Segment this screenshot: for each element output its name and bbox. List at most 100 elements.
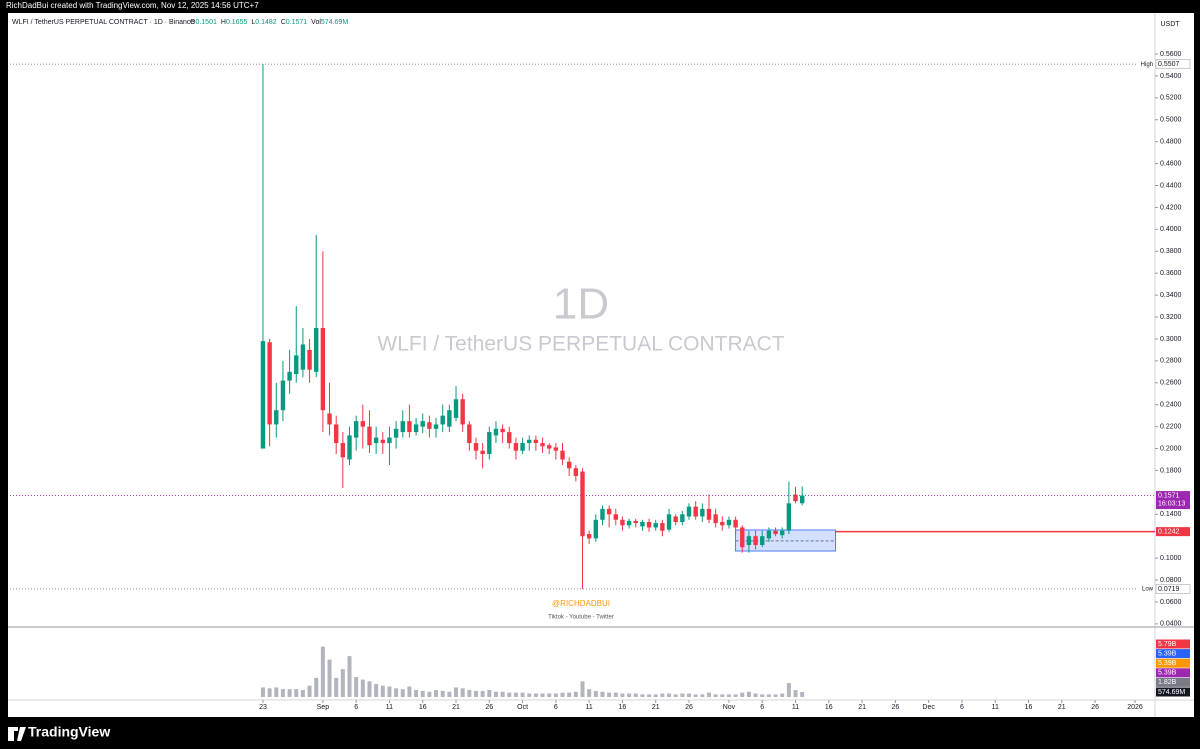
candle-body <box>527 439 532 444</box>
x-tick-label: Nov <box>723 704 736 711</box>
volume-bar <box>460 688 465 697</box>
candle-body <box>373 437 379 444</box>
candle-body <box>686 506 692 517</box>
price-line-tag: High <box>1141 62 1153 68</box>
volume-bar <box>673 694 678 697</box>
countdown: 16:03:13 <box>1158 500 1185 507</box>
y-tick-label: 0.4200 <box>1160 204 1182 211</box>
x-tick-label: 11 <box>386 704 393 711</box>
ohlc-key: C <box>281 19 286 26</box>
candle-body <box>586 534 592 539</box>
x-tick-label: 11 <box>992 704 999 711</box>
volume-badge-label: 5.39B <box>1158 660 1177 667</box>
candle-body <box>793 494 798 502</box>
y-tick-label: 0.1800 <box>1160 467 1182 474</box>
volume-bar <box>600 691 605 697</box>
x-tick-label: 21 <box>652 704 660 711</box>
price-badge <box>1156 527 1190 537</box>
credit: RichDadBui created with TradingView.com,… <box>6 1 259 10</box>
candle-body <box>520 443 525 451</box>
logo: TradingView <box>28 724 110 740</box>
candle-body <box>773 530 778 535</box>
volume-bar <box>440 690 445 697</box>
volume-bar <box>387 686 392 697</box>
volume-badge <box>1156 668 1190 678</box>
volume-bar <box>633 693 638 697</box>
volume-bar <box>607 692 612 697</box>
candle-body <box>407 421 412 433</box>
candle-body <box>780 530 785 536</box>
candle-body <box>300 344 306 370</box>
volume-bar <box>760 694 765 697</box>
volume-bar <box>746 691 751 697</box>
candle-body <box>380 439 385 444</box>
volume-bar <box>800 691 805 697</box>
volume-bar <box>354 676 359 697</box>
volume-bar <box>334 677 339 697</box>
candle-body <box>799 495 805 504</box>
candle-body <box>440 415 445 425</box>
price-badge <box>1155 584 1191 594</box>
candle-body <box>573 468 579 476</box>
candle-body <box>327 413 332 425</box>
volume-bar <box>693 694 698 697</box>
candle-body <box>320 327 326 411</box>
volume-bar <box>347 656 352 697</box>
x-tick-label: 26 <box>1091 704 1099 711</box>
candle-body <box>400 421 405 433</box>
volume-bar <box>493 691 498 697</box>
x-tick-label: 16 <box>1025 704 1033 711</box>
volume-bar <box>267 688 272 697</box>
candle-body <box>447 410 452 427</box>
volume-bar <box>434 690 439 697</box>
candle-body <box>427 422 432 429</box>
candle-body <box>786 503 792 531</box>
volume-badge-label: 5.39B <box>1158 650 1177 657</box>
candle-body <box>560 450 565 460</box>
volume-badge <box>1156 649 1190 659</box>
y-tick-label: 0.0600 <box>1160 599 1182 606</box>
candle-body <box>307 349 312 370</box>
x-tick-label: 21 <box>858 704 866 711</box>
volume-badge <box>1156 687 1190 697</box>
ohlc-legend: O0.1501 H0.1655 L0.1482 C0.1571 Vol574.69M <box>190 19 348 26</box>
candle-body <box>387 437 392 444</box>
signature-socials: Tiktok - Youtube - Twitter <box>548 615 614 621</box>
candle-body <box>274 410 279 425</box>
candle-body <box>726 519 732 526</box>
volume-bar <box>294 689 299 697</box>
ohlc-key: O <box>190 19 196 26</box>
volume-badge <box>1156 677 1190 687</box>
y-tick-label: 0.3600 <box>1160 270 1182 277</box>
candle-body <box>646 521 652 528</box>
volume-bar <box>327 659 332 697</box>
zone-box <box>735 529 836 552</box>
ohlc-value: 0.1482 <box>255 19 277 26</box>
volume-badge <box>1156 639 1190 649</box>
candle-body <box>487 432 492 455</box>
y-tick-label: 0.4000 <box>1160 226 1182 233</box>
candle-body <box>626 520 632 526</box>
y-tick-label: 0.5600 <box>1160 51 1182 58</box>
price-badge-label: 0.0719 <box>1158 586 1180 593</box>
volume-bar <box>580 681 585 697</box>
x-tick-label: 6 <box>960 704 964 711</box>
volume-bar <box>567 692 572 697</box>
candle-body <box>700 508 705 517</box>
volume-bar <box>513 692 518 697</box>
candle-body <box>633 520 638 524</box>
volume-bar <box>473 690 478 697</box>
volume-bar <box>287 689 292 697</box>
y-tick-label: 0.1400 <box>1160 511 1182 518</box>
candle-body <box>493 428 499 436</box>
y-tick-label: 0.3000 <box>1160 336 1182 343</box>
candle-body <box>766 530 772 539</box>
volume-bar <box>394 688 399 697</box>
candle-body <box>733 519 738 528</box>
volume-badge <box>1156 658 1190 668</box>
candle-body <box>347 435 352 460</box>
volume-bar <box>687 693 692 697</box>
volume-bar <box>487 690 492 697</box>
candle-body <box>420 421 425 427</box>
candle-body <box>753 536 758 545</box>
